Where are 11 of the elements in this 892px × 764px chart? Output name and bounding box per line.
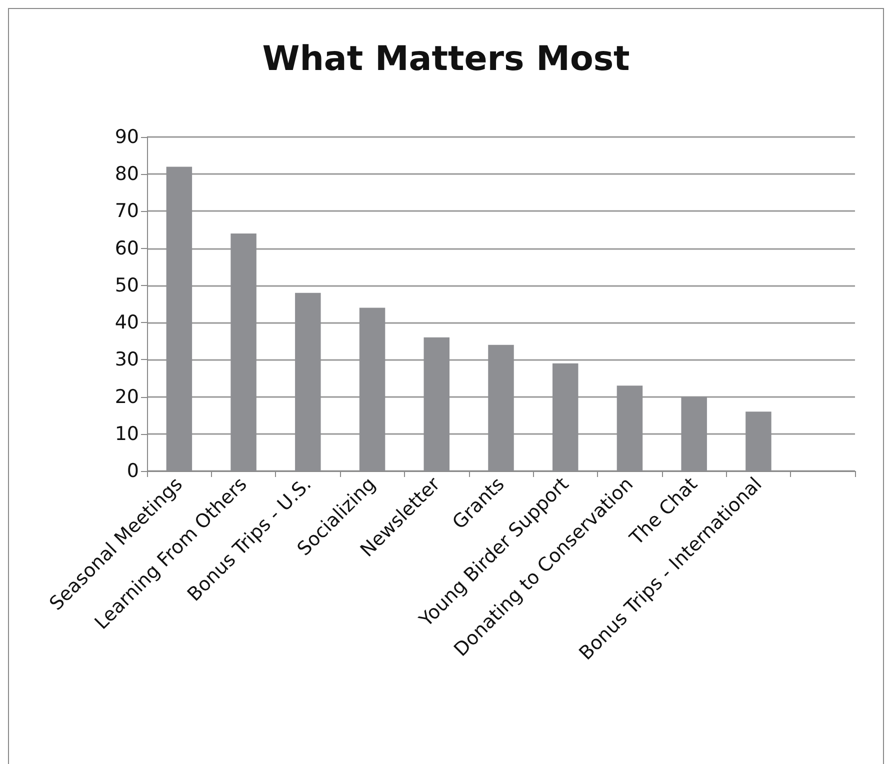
y-tick-label: 10 [114,422,139,445]
y-tick-label: 70 [114,200,139,222]
y-tick-label: 20 [114,386,139,408]
y-tick-label: 30 [114,348,139,371]
y-tick-label: 50 [114,274,139,296]
chart-title: What Matters Most [262,39,630,79]
y-tick-label: 40 [114,312,139,334]
y-tick-label: 0 [126,460,139,482]
y-tick-label: 60 [114,237,139,260]
y-tick-label: 80 [114,163,139,186]
y-tick-label: 90 [114,126,139,148]
